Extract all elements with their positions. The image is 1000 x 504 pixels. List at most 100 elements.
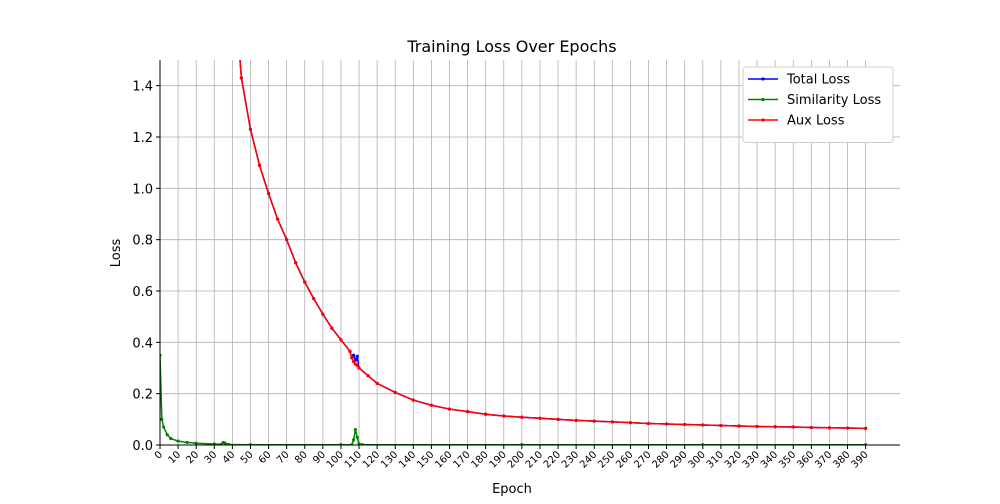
x-tick-label: 250 (596, 449, 617, 470)
point (447, 407, 452, 411)
point (592, 419, 596, 423)
point (303, 280, 307, 284)
x-tick-label: 390 (849, 449, 870, 470)
point (350, 356, 354, 360)
y-tick-label: 0.6 (132, 285, 153, 300)
point (628, 421, 633, 425)
point (276, 217, 280, 221)
x-tick-label: 130 (379, 449, 400, 470)
x-tick-label: 70 (275, 449, 292, 466)
point (538, 416, 542, 420)
point (773, 425, 777, 429)
x-tick-label: 170 (451, 449, 472, 470)
x-tick-label: 10 (166, 449, 183, 466)
x-tick-label: 360 (795, 449, 816, 470)
x-tick-label: 120 (361, 449, 382, 470)
legend-label: Aux Loss (787, 114, 845, 129)
y-axis-label: Loss (109, 239, 124, 268)
x-tick-label: 240 (578, 449, 599, 470)
x-tick-label: 160 (433, 449, 454, 470)
point (357, 366, 361, 370)
x-axis-label: Epoch (492, 482, 532, 497)
x-tick-label: 370 (813, 449, 834, 470)
point (502, 414, 506, 418)
point (429, 403, 433, 407)
point (864, 426, 868, 430)
y-tick-label: 1.2 (132, 131, 153, 146)
x-tick-label: 80 (293, 449, 310, 466)
point (809, 425, 813, 430)
point (683, 422, 687, 427)
legend-label: Total Loss (786, 73, 850, 88)
point (176, 439, 180, 443)
point (351, 359, 356, 364)
point (737, 424, 741, 428)
legend: Total Loss Similarity Loss Aux Loss (742, 66, 894, 143)
x-tick-label: 280 (650, 449, 671, 470)
point (355, 363, 359, 368)
point (665, 422, 669, 426)
y-tick-label: 0.4 (132, 336, 153, 351)
x-tick-label: 340 (759, 449, 780, 470)
point (165, 433, 169, 437)
point (845, 426, 850, 430)
point (239, 76, 244, 80)
y-tick-label: 0.8 (132, 234, 153, 249)
point (285, 238, 289, 242)
point (238, 53, 241, 56)
point (701, 423, 705, 427)
legend-box (742, 66, 894, 143)
point (610, 420, 614, 424)
x-tick-label: 100 (325, 449, 346, 470)
x-tick-label: 260 (614, 449, 635, 470)
point (339, 338, 343, 342)
point (160, 417, 164, 421)
plot-area (160, 53, 868, 445)
x-tick-label: 220 (542, 449, 563, 470)
x-tick-label: 330 (741, 449, 762, 470)
point (484, 412, 488, 416)
point (375, 381, 379, 385)
legend-marker (761, 77, 765, 81)
point (351, 438, 356, 442)
x-tick-label: 150 (415, 449, 436, 470)
y-tick-label: 1.4 (132, 80, 153, 95)
point (357, 442, 361, 445)
point (162, 425, 166, 429)
point (212, 442, 216, 445)
x-tick-label: 190 (488, 449, 509, 470)
point (266, 191, 271, 196)
point (257, 163, 262, 167)
point (827, 426, 832, 430)
chart-title: Training Loss Over Epochs (406, 37, 616, 56)
x-tick-label: 60 (257, 449, 274, 466)
x-tick-label: 110 (343, 449, 364, 470)
legend-label: Similarity Loss (787, 93, 881, 108)
x-tick-label: 20 (185, 449, 202, 466)
x-tick-label: 210 (524, 449, 545, 470)
x-tick-label: 270 (632, 449, 653, 470)
point (366, 374, 370, 378)
point (719, 423, 723, 428)
point (169, 436, 173, 441)
point (194, 441, 198, 445)
point (355, 354, 359, 359)
x-tick-label: 200 (506, 449, 527, 470)
legend-marker (761, 97, 765, 102)
point (185, 440, 189, 445)
series-line (160, 355, 866, 445)
point (520, 415, 524, 419)
point (223, 441, 227, 445)
x-tick-label: 0 (153, 449, 165, 461)
point (574, 418, 578, 422)
point (411, 398, 415, 402)
x-tick-label: 300 (687, 449, 708, 470)
point (465, 410, 470, 414)
x-tick-label: 40 (221, 449, 238, 466)
x-tick-label: 350 (777, 449, 798, 470)
point (227, 442, 231, 445)
x-tick-label: 180 (470, 449, 491, 470)
point (646, 421, 651, 426)
point (351, 353, 356, 357)
